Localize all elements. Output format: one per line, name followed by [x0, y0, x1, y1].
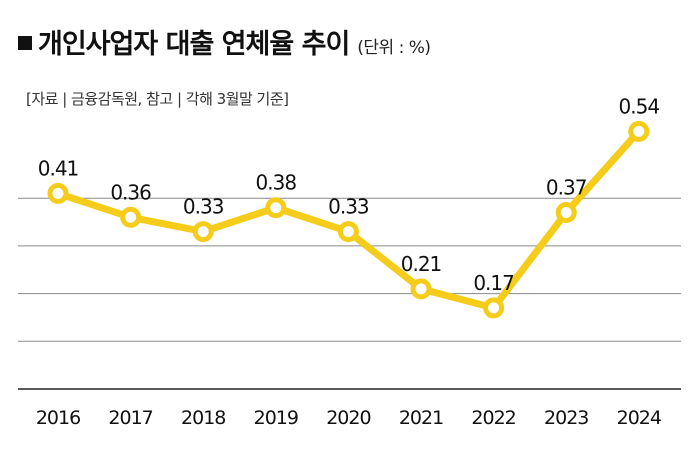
- value-label-2018: 0.33: [183, 195, 224, 219]
- value-label-2021: 0.21: [401, 252, 442, 276]
- x-tick-label-2022: 2022: [471, 407, 515, 429]
- data-point-2023: [555, 202, 577, 224]
- value-label-2023: 0.37: [546, 176, 587, 200]
- data-point-2022: [483, 297, 505, 319]
- value-label-2017: 0.36: [110, 180, 151, 204]
- chart-title: 개인사업자 대출 연체율 추이: [38, 29, 350, 60]
- source-note: [자료 | 금융감독원, 참고 | 각해 3월말 기준]: [26, 90, 289, 108]
- x-tick-label-2021: 2021: [399, 407, 443, 429]
- value-label-2019: 0.38: [256, 171, 297, 195]
- x-tick-label-2023: 2023: [544, 407, 588, 429]
- data-labels: 0.41 0.36 0.33 0.38 0.33 0.21 0.17 0.37 0.54: [38, 94, 661, 295]
- value-label-2020: 0.33: [328, 195, 369, 219]
- title-bullet-icon: [18, 36, 32, 50]
- data-point-2018: [192, 221, 214, 243]
- title-row: 개인사업자 대출 연체율 추이 (단위 : %): [18, 22, 431, 61]
- data-point-2021: [410, 278, 432, 300]
- x-axis-labels: 2016 2017 2018 2019 2020 2021 2022 2023 2024: [36, 407, 663, 429]
- data-point-2017: [120, 206, 142, 228]
- data-points: [47, 120, 650, 319]
- x-tick-label-2016: 2016: [36, 407, 80, 429]
- value-label-2016: 0.41: [38, 156, 79, 180]
- unit-label: (단위 : %): [357, 38, 431, 58]
- value-label-2024: 0.54: [619, 94, 660, 118]
- x-tick-label-2018: 2018: [181, 407, 225, 429]
- series-line: [54, 127, 643, 312]
- data-point-2020: [337, 221, 359, 243]
- x-tick-label-2019: 2019: [254, 407, 298, 429]
- value-label-2022: 0.17: [473, 271, 514, 295]
- gridlines: [18, 197, 681, 390]
- x-tick-label-2024: 2024: [617, 407, 662, 429]
- x-tick-label-2017: 2017: [108, 407, 152, 429]
- data-point-2024: [628, 120, 650, 142]
- data-point-2019: [265, 197, 287, 219]
- x-tick-label-2020: 2020: [326, 407, 370, 429]
- data-point-2016: [47, 182, 69, 204]
